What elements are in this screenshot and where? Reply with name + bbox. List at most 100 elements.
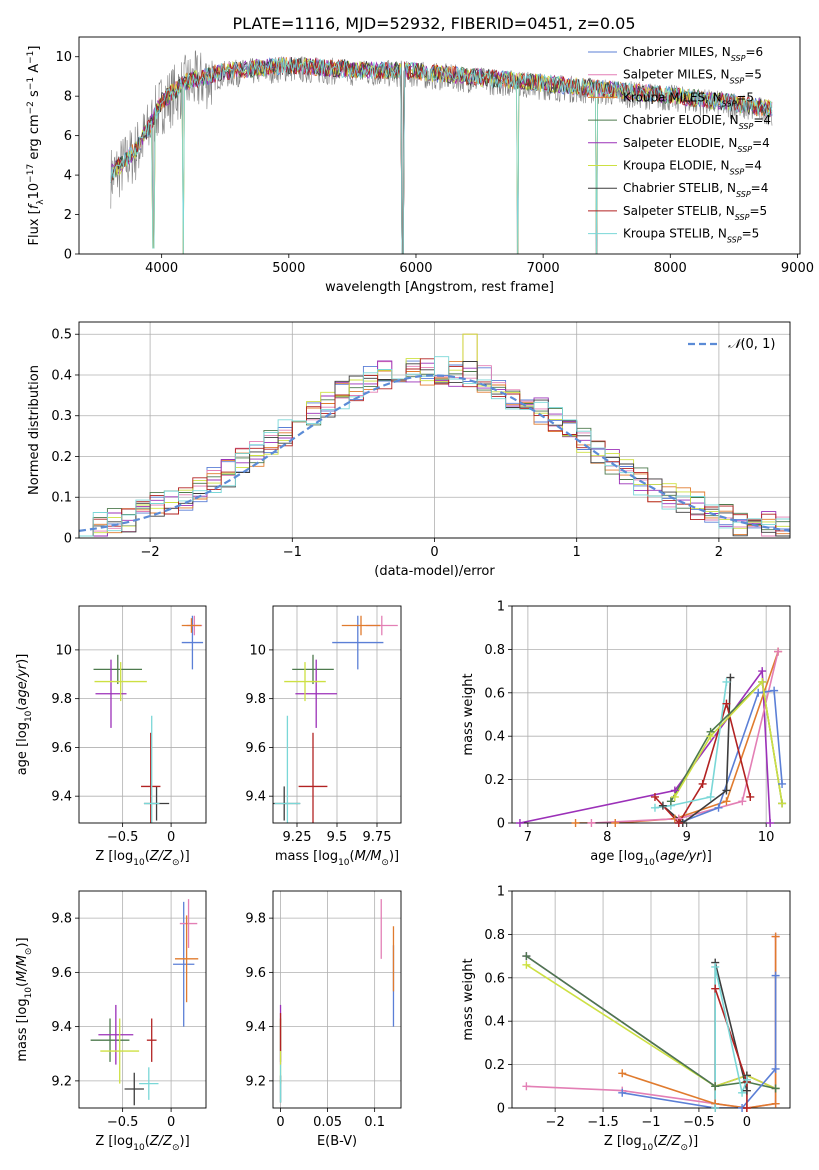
y-axis-label: mass weight: [461, 958, 476, 1040]
y-tick-label: 4: [64, 169, 72, 184]
y-tick-label: 9.4: [245, 790, 266, 805]
weight-marker: [771, 971, 780, 980]
x-tick-label: −0.5: [683, 1115, 715, 1130]
charts-layer: 4000 5000 6000 7000 8000 90000246810wavelengt…: [15, 36, 814, 1153]
axes-frame: [272, 890, 402, 1109]
histogram-kroupa-stelib: [79, 356, 790, 538]
x-tick-label: 0: [276, 1115, 284, 1130]
y-axis-label: mass [log10(M/M⊙)]: [15, 937, 34, 1061]
x-tick-label: 0: [430, 545, 438, 560]
x-tick-label: −0.5: [107, 1115, 139, 1130]
legend-entry: Kroupa ELODIE, NSSP=4: [623, 159, 762, 177]
weight-marker: [742, 1104, 751, 1112]
weight-marker: [587, 819, 596, 827]
legend-entry: Chabrier STELIB, NSSP=4: [623, 181, 768, 199]
y-tick-label: 0.8: [484, 643, 505, 658]
chart-age_vs_mass: 9.25 9.5 9.75 9.4 9.6 9.8 10 mass [log10(M/M⊙)]: [245, 605, 402, 868]
x-tick-label: 0: [743, 1115, 751, 1130]
weight-marker: [778, 799, 787, 808]
weight-marker: [706, 732, 715, 741]
weight-marker: [722, 677, 731, 686]
weight-marker: [778, 779, 787, 788]
y-tick-label: 0.3: [51, 409, 72, 424]
x-tick-label: 9.75: [363, 830, 392, 845]
figure-title: PLATE=1116, MJD=52932, FIBERID=0451, z=0…: [232, 14, 635, 33]
x-tick-label: 9: [683, 830, 691, 845]
legend-entry: 𝒩(0, 1): [728, 337, 775, 352]
y-tick-label: 0.4: [51, 368, 72, 383]
weight-marker: [746, 792, 755, 801]
x-tick-label: 4000: [145, 261, 178, 276]
legend-entry: Chabrier MILES, NSSP=6: [623, 45, 763, 63]
y-tick-label: 0.6: [484, 686, 505, 701]
y-axis-label: Normed distribution: [27, 365, 42, 495]
x-tick-label: −1.5: [587, 1115, 619, 1130]
y-tick-label: 9.6: [245, 966, 266, 981]
chart-spectrum: 4000 5000 6000 7000 8000 9000 0 2 4 6 8 10 wavelengt…: [26, 36, 814, 295]
x-tick-label: 0.1: [364, 1115, 385, 1130]
axes-frame: [78, 605, 207, 824]
x-tick-label: 2: [715, 545, 723, 560]
y-tick-label: 6: [64, 129, 72, 144]
weight-marker: [722, 699, 731, 708]
weight-marker: [711, 984, 720, 993]
y-tick-label: 0: [64, 248, 72, 263]
weight-marker: [726, 673, 735, 682]
y-tick-label: 0.2: [484, 773, 505, 788]
y-tick-label: 1: [497, 600, 505, 615]
x-axis-label: (data-model)/error: [374, 564, 495, 579]
y-tick-label: 9.8: [51, 692, 72, 707]
y-tick-label: 9.2: [245, 1074, 266, 1089]
y-tick-label: 0.2: [484, 1058, 505, 1073]
chart-age_vs_Z: −0.5 0 9.4 9.6 9.8 10 Z [log10(Z/Z⊙)] age [log1…: [15, 605, 207, 868]
spectrum-legend: Chabrier MILES, NSSP=6 Salpeter MILES, NS…: [588, 45, 771, 244]
y-tick-label: 0.8: [484, 928, 505, 943]
y-tick-label: 9.8: [245, 692, 266, 707]
x-tick-label: −1: [283, 545, 302, 560]
weight-line-kroupa-stelib: [654, 681, 728, 809]
x-tick-label: 9.25: [283, 830, 312, 845]
weight-marker: [706, 792, 715, 801]
weight-line-salpeter-elodie: [519, 668, 771, 823]
weight-marker: [742, 1086, 751, 1095]
plot-area: [90, 899, 199, 1106]
weight-marker: [666, 797, 675, 806]
y-tick-label: 9.2: [51, 1074, 72, 1089]
plot-area: [110, 49, 773, 254]
y-tick-label: 9.8: [51, 912, 72, 927]
chart-mw_vs_age: 7 8 9 10 0 0.2 0.4 0.6 0.8 1 age [log10(age/yr)] ma…: [461, 600, 791, 868]
x-axis-label: mass [log10(M/M⊙)]: [275, 849, 399, 868]
weight-line-kroupa-elodie: [674, 680, 783, 804]
y-tick-label: 8: [64, 90, 72, 105]
legend-entry: Salpeter MILES, NSSP=5: [623, 68, 762, 86]
chart-mass_vs_Z: −0.5 0 9.2 9.4 9.6 9.8 Z [log10(Z/Z⊙)] mass [lo…: [15, 890, 207, 1153]
weight-marker: [618, 1069, 627, 1078]
x-tick-label: 0: [167, 1115, 175, 1130]
x-tick-label: −2: [141, 545, 160, 560]
x-tick-label: 8000: [654, 261, 687, 276]
weight-marker: [754, 688, 763, 697]
normal-distribution-curve: [79, 374, 790, 532]
weight-marker: [742, 1075, 751, 1084]
y-tick-label: 9.4: [51, 1020, 72, 1035]
y-tick-label: 10: [249, 643, 266, 658]
x-tick-label: −1: [641, 1115, 660, 1130]
weight-line-kroupa-stelib: [714, 966, 748, 1108]
weight-line-chabrier-miles: [622, 975, 777, 1108]
weight-marker: [722, 797, 731, 806]
legend-entry: Kroupa MILES, NSSP=5: [623, 90, 754, 108]
weight-marker: [650, 803, 659, 812]
weight-marker: [771, 1064, 780, 1073]
x-tick-label: 10: [758, 830, 775, 845]
y-tick-label: 9.6: [51, 741, 72, 756]
weight-marker: [711, 1104, 720, 1112]
y-tick-label: 0.4: [484, 730, 505, 745]
x-tick-label: 5000: [272, 261, 305, 276]
x-tick-label: 9000: [781, 261, 814, 276]
y-tick-label: 0.6: [484, 971, 505, 986]
y-tick-label: 10: [55, 643, 72, 658]
plot-area: [279, 899, 395, 1103]
x-tick-label: 7000: [527, 261, 560, 276]
weight-marker: [771, 1099, 780, 1108]
